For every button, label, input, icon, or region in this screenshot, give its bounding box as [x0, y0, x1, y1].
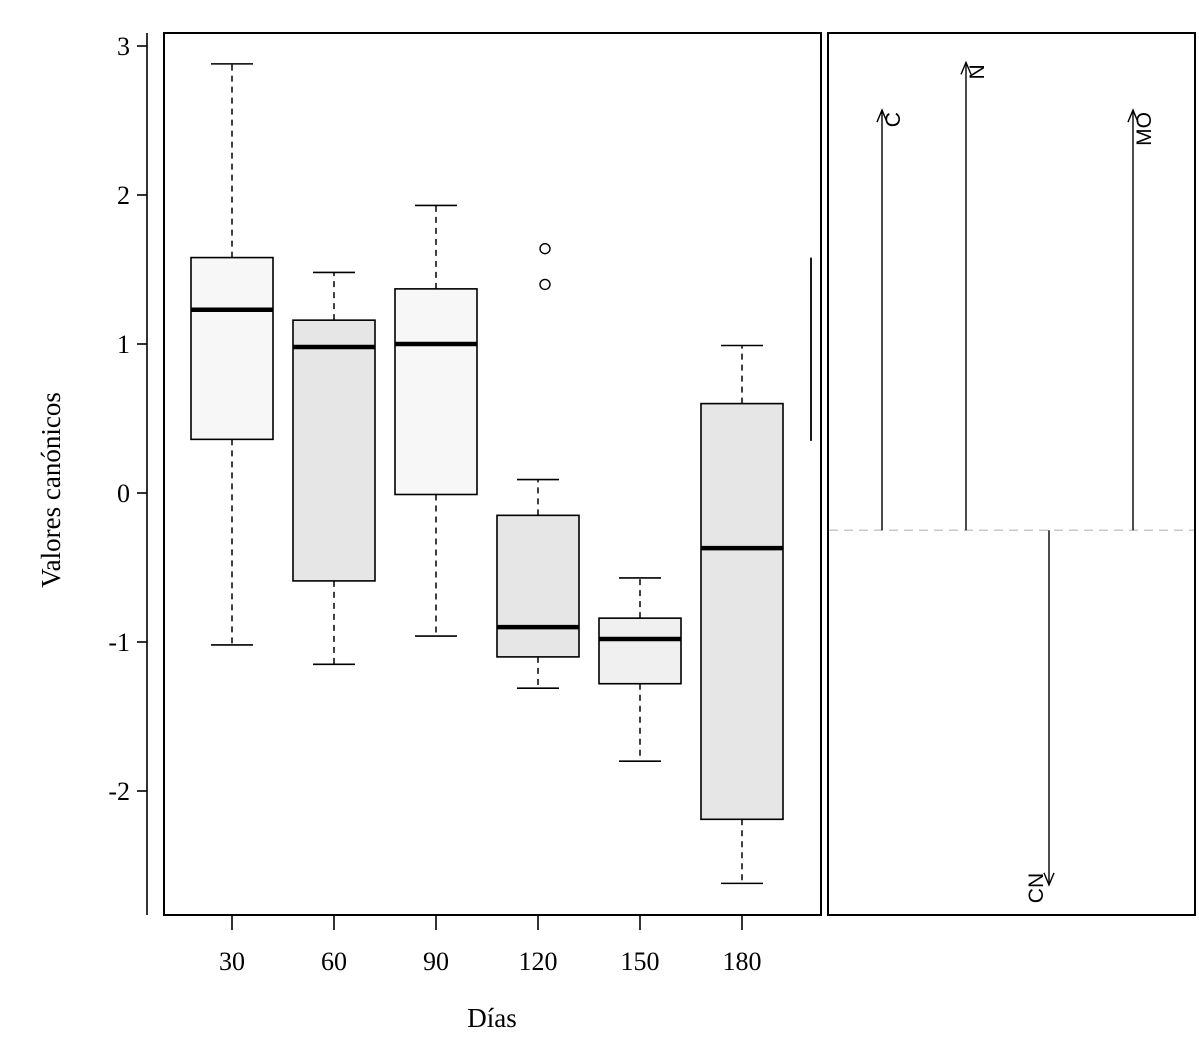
arrow-label: N [966, 64, 989, 79]
arrow-c: C [876, 108, 905, 531]
outlier-point [539, 242, 551, 255]
y-tick-label: -2 [108, 777, 130, 806]
box-30 [190, 63, 274, 646]
arrow-mo: MO [1127, 108, 1156, 531]
box-120 [496, 242, 580, 689]
y-tick-label: -1 [108, 628, 130, 657]
x-tick-label: 120 [519, 947, 558, 976]
y-tick-label: 3 [117, 32, 130, 61]
box-iqr [700, 402, 784, 821]
arrow-head [876, 108, 888, 123]
box-150 [598, 577, 682, 763]
y-tick-label: 2 [117, 181, 130, 210]
y-axis-title: Valores canónicos [36, 392, 66, 588]
box-iqr [496, 514, 580, 658]
x-tick-label: 150 [621, 947, 660, 976]
x-tick-label: 180 [723, 947, 762, 976]
box-90 [394, 204, 478, 637]
y-axis: 3 2 1 0 -1 -2 [108, 32, 148, 915]
arrow-head [960, 60, 972, 75]
box-iqr [292, 319, 376, 582]
box-60 [292, 271, 376, 666]
y-tick-label: 0 [117, 479, 130, 508]
arrow-cn: CN [1025, 530, 1055, 903]
arrow-label: MO [1133, 112, 1156, 146]
x-tick-label: 30 [219, 947, 245, 976]
x-tick-label: 90 [423, 947, 449, 976]
x-axis: 30 60 90 120 150 180 [164, 914, 821, 976]
outlier-point [539, 278, 551, 291]
right-panel-frame [827, 32, 1196, 916]
arrow-head [1127, 108, 1139, 123]
boxplot-layer [190, 63, 812, 885]
box-iqr [598, 617, 682, 685]
box-180 [700, 344, 784, 885]
arrow-label: CN [1025, 873, 1048, 903]
arrow-head [1043, 872, 1055, 887]
arrow-n: N [960, 60, 989, 531]
arrow-label: C [882, 112, 905, 127]
y-tick-label: 1 [117, 330, 130, 359]
box-iqr [190, 256, 274, 441]
x-tick-label: 60 [321, 947, 347, 976]
x-axis-title: Días [467, 1003, 517, 1033]
box-iqr [394, 288, 478, 496]
